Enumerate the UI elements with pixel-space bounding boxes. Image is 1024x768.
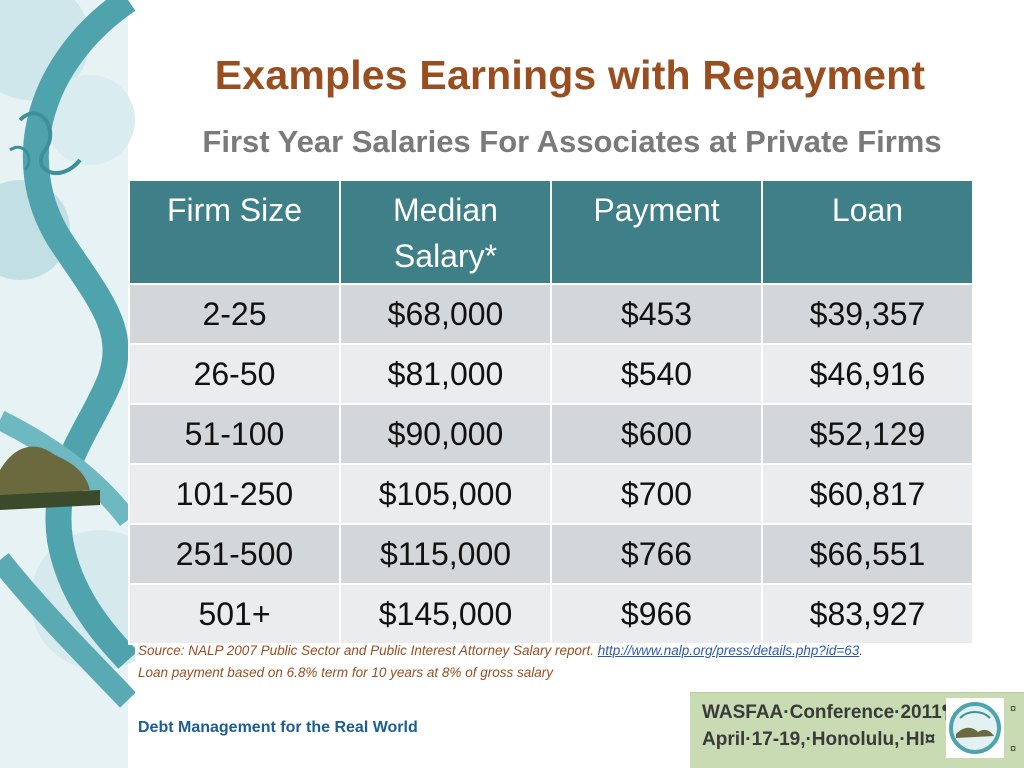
source-suffix: . <box>859 643 864 658</box>
salary-table: Firm Size Median Salary* Payment Loan 2-… <box>128 179 974 645</box>
cell-payment: $600 <box>550 403 763 465</box>
table-row: 51-100 $90,000 $600 $52,129 <box>128 403 974 465</box>
cell-median-salary: $145,000 <box>339 583 552 645</box>
conference-banner: WASFAA·Conference·2011¶ April·17-19,·Hon… <box>690 692 1024 768</box>
cell-loan: $46,916 <box>761 343 974 405</box>
table-row: 26-50 $81,000 $540 $46,916 <box>128 343 974 405</box>
source-link[interactable]: http://www.nalp.org/press/details.php?id… <box>597 643 860 658</box>
cell-firm-size: 51-100 <box>128 403 341 465</box>
cell-median-salary: $115,000 <box>339 523 552 585</box>
table-row: 501+ $145,000 $966 $83,927 <box>128 583 974 645</box>
cell-loan: $66,551 <box>761 523 974 585</box>
format-mark: ¤ <box>1010 743 1017 755</box>
table-row: 251-500 $115,000 $766 $66,551 <box>128 523 974 585</box>
header-payment-label: Payment <box>593 192 720 228</box>
header-median-salary-line1: Median <box>393 192 498 228</box>
cell-median-salary: $81,000 <box>339 343 552 405</box>
page-title: Examples Earnings with Repayment <box>214 52 926 98</box>
header-median-salary-line2: Salary* <box>393 238 498 274</box>
table-header-row: Firm Size Median Salary* Payment Loan <box>128 179 974 285</box>
cell-payment: $540 <box>550 343 763 405</box>
header-payment: Payment <box>550 179 763 285</box>
decorative-wave-art <box>0 0 135 768</box>
header-firm-size: Firm Size <box>128 179 341 285</box>
cell-firm-size: 251-500 <box>128 523 341 585</box>
source-text: Source: NALP 2007 Public Sector and Publ… <box>138 643 598 658</box>
format-mark: ¤ <box>1010 703 1017 715</box>
cell-firm-size: 26-50 <box>128 343 341 405</box>
cell-median-salary: $90,000 <box>339 403 552 465</box>
cell-payment: $453 <box>550 283 763 345</box>
page-subtitle: First Year Salaries For Associates at Pr… <box>202 124 942 159</box>
cell-payment: $766 <box>550 523 763 585</box>
header-loan: Loan <box>761 179 974 285</box>
conference-title: WASFAA·Conference·2011¶ <box>702 702 953 723</box>
cell-payment: $966 <box>550 583 763 645</box>
header-median-salary: Median Salary* <box>339 179 552 285</box>
conference-logo-icon <box>946 698 1004 758</box>
conference-dates: April·17-19,·Honolulu,·HI¤ <box>702 729 936 750</box>
cell-median-salary: $68,000 <box>339 283 552 345</box>
cell-loan: $60,817 <box>761 463 974 525</box>
header-firm-size-label: Firm Size <box>166 192 303 228</box>
loan-note: Loan payment based on 6.8% term for 10 y… <box>138 665 553 680</box>
cell-firm-size: 101-250 <box>128 463 341 525</box>
cell-loan: $39,357 <box>761 283 974 345</box>
source-note: Source: NALP 2007 Public Sector and Publ… <box>138 640 1018 684</box>
cell-firm-size: 501+ <box>128 583 341 645</box>
cell-loan: $52,129 <box>761 403 974 465</box>
header-loan-label: Loan <box>831 192 904 228</box>
table-row: 2-25 $68,000 $453 $39,357 <box>128 283 974 345</box>
cell-loan: $83,927 <box>761 583 974 645</box>
table-row: 101-250 $105,000 $700 $60,817 <box>128 463 974 525</box>
footer-title: Debt Management for the Real World <box>138 719 418 736</box>
cell-median-salary: $105,000 <box>339 463 552 525</box>
cell-payment: $700 <box>550 463 763 525</box>
cell-firm-size: 2-25 <box>128 283 341 345</box>
